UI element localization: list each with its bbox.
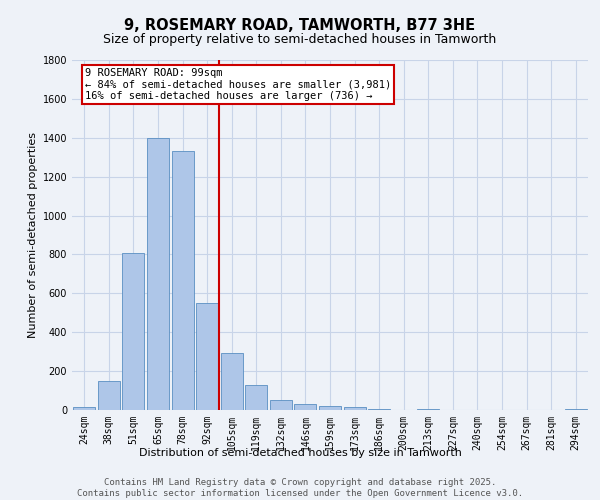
Text: 9 ROSEMARY ROAD: 99sqm
← 84% of semi-detached houses are smaller (3,981)
16% of : 9 ROSEMARY ROAD: 99sqm ← 84% of semi-det… bbox=[85, 68, 391, 101]
Bar bbox=[565, 409, 587, 410]
Bar bbox=[172, 152, 194, 410]
Bar bbox=[221, 352, 243, 410]
Bar bbox=[245, 384, 268, 410]
Bar bbox=[270, 400, 292, 410]
Bar bbox=[98, 381, 120, 410]
Bar bbox=[73, 407, 95, 410]
Text: Contains HM Land Registry data © Crown copyright and database right 2025.
Contai: Contains HM Land Registry data © Crown c… bbox=[77, 478, 523, 498]
Bar bbox=[417, 409, 439, 410]
Text: 9, ROSEMARY ROAD, TAMWORTH, B77 3HE: 9, ROSEMARY ROAD, TAMWORTH, B77 3HE bbox=[124, 18, 476, 32]
Bar bbox=[344, 407, 365, 410]
Bar bbox=[319, 406, 341, 410]
Bar bbox=[295, 404, 316, 410]
Bar bbox=[368, 409, 390, 410]
Bar bbox=[196, 303, 218, 410]
Text: Distribution of semi-detached houses by size in Tamworth: Distribution of semi-detached houses by … bbox=[139, 448, 461, 458]
Bar bbox=[122, 252, 145, 410]
Bar bbox=[147, 138, 169, 410]
Text: Size of property relative to semi-detached houses in Tamworth: Size of property relative to semi-detach… bbox=[103, 32, 497, 46]
Y-axis label: Number of semi-detached properties: Number of semi-detached properties bbox=[28, 132, 38, 338]
